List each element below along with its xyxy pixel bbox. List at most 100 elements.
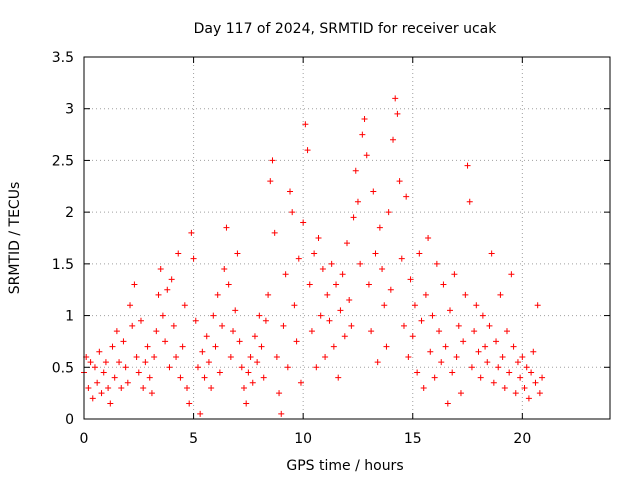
data-point	[466, 198, 473, 205]
data-point	[453, 353, 460, 360]
data-point	[300, 219, 307, 226]
data-point	[344, 240, 350, 247]
data-point	[361, 116, 368, 123]
data-point	[251, 333, 258, 340]
data-point	[135, 369, 142, 376]
data-point	[278, 410, 285, 417]
data-point	[477, 374, 484, 381]
data-point	[120, 338, 127, 345]
data-point	[319, 266, 326, 273]
data-point	[420, 384, 427, 391]
data-point	[175, 250, 182, 257]
data-point	[335, 374, 342, 381]
data-point	[271, 229, 278, 236]
data-point	[247, 353, 254, 360]
data-point	[223, 224, 230, 231]
data-point	[157, 266, 164, 273]
data-point	[240, 384, 247, 391]
data-point	[166, 364, 173, 371]
data-point	[539, 374, 546, 381]
data-point	[422, 291, 429, 298]
data-point	[131, 281, 138, 288]
data-point	[208, 384, 215, 391]
data-point	[116, 359, 123, 366]
data-point	[210, 312, 217, 319]
data-point	[199, 348, 206, 355]
data-point	[468, 364, 475, 371]
data-point	[118, 384, 125, 391]
data-point	[89, 395, 96, 402]
data-point	[102, 359, 109, 366]
data-point	[219, 322, 226, 329]
data-point	[144, 343, 151, 350]
data-point	[512, 390, 519, 397]
data-point	[289, 209, 296, 216]
data-point	[324, 291, 331, 298]
y-tick-labels: 0 0.5 1 1.5 2 2.5 3 3.5	[52, 50, 74, 428]
y-tick-label: 2.5	[52, 153, 74, 169]
data-point	[447, 307, 454, 314]
y-tick-label: 3	[65, 102, 74, 118]
data-point	[493, 338, 500, 345]
data-point	[260, 374, 267, 381]
data-point	[521, 384, 528, 391]
data-point	[385, 209, 392, 216]
y-tick-label: 1	[65, 309, 74, 325]
data-point	[238, 364, 245, 371]
data-point	[523, 364, 530, 371]
data-point	[98, 390, 105, 397]
data-point	[94, 379, 101, 386]
data-point	[339, 271, 346, 278]
x-tick-label: 20	[513, 431, 531, 447]
data-point	[302, 121, 309, 128]
data-point	[431, 374, 438, 381]
plot-frame	[83, 56, 611, 420]
data-point	[254, 359, 261, 366]
data-point	[506, 369, 513, 376]
data-point	[451, 271, 458, 278]
data-point	[484, 359, 491, 366]
data-point	[273, 353, 280, 360]
data-point	[227, 353, 234, 360]
y-tick-label: 2	[65, 205, 74, 221]
data-point	[525, 395, 532, 402]
data-point	[124, 379, 131, 386]
data-point	[354, 198, 361, 205]
data-point	[105, 384, 112, 391]
data-points	[81, 95, 546, 417]
data-point	[508, 271, 515, 278]
axis-ticks	[83, 56, 610, 420]
data-point	[348, 322, 355, 329]
data-point	[291, 302, 298, 309]
data-point	[181, 302, 188, 309]
data-point	[205, 359, 212, 366]
data-point	[293, 338, 300, 345]
data-point	[350, 214, 357, 221]
data-point	[490, 379, 497, 386]
data-point	[405, 353, 412, 360]
data-point	[179, 343, 186, 350]
x-tick-label: 5	[189, 431, 198, 447]
data-point	[304, 147, 311, 154]
data-point	[416, 250, 423, 257]
data-point	[203, 333, 210, 340]
data-point	[142, 359, 149, 366]
data-point	[194, 364, 201, 371]
data-point	[137, 317, 144, 324]
data-point	[495, 364, 502, 371]
data-point	[188, 229, 195, 236]
x-tick-label: 10	[294, 431, 312, 447]
data-point	[370, 188, 377, 195]
data-point	[530, 348, 537, 355]
data-point	[534, 302, 541, 309]
data-point	[425, 235, 432, 241]
data-point	[381, 302, 388, 309]
data-point	[96, 348, 103, 355]
y-tick-label: 3.5	[52, 50, 74, 66]
data-point	[146, 374, 153, 381]
data-point	[151, 353, 158, 360]
data-point	[111, 374, 118, 381]
data-point	[100, 369, 107, 376]
y-axis-label: SRMTID / TECUs	[7, 182, 23, 295]
data-point	[501, 384, 508, 391]
